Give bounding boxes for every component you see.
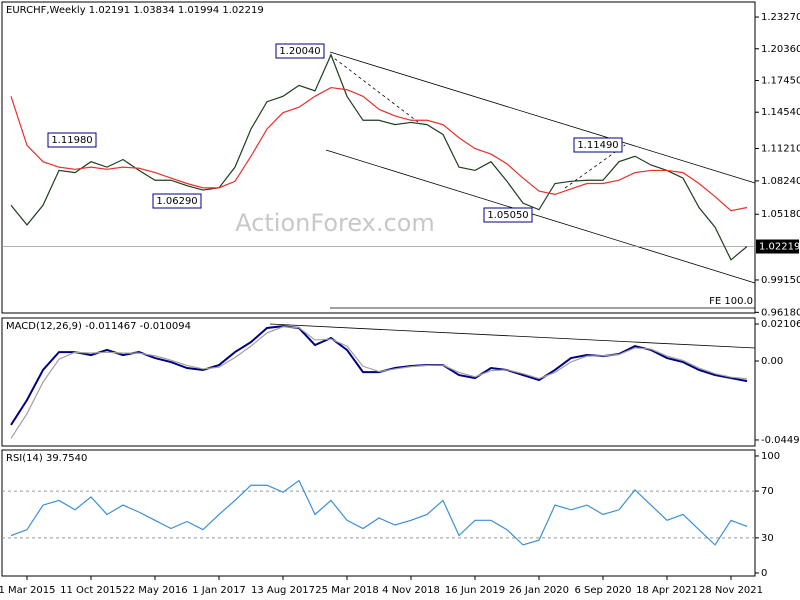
x-tick-label: 16 Jun 2019 (445, 585, 505, 596)
x-tick-label: 25 Mar 2018 (315, 585, 378, 596)
y-tick-label: 1.11210 (761, 144, 800, 155)
watermark: ActionForex.com (235, 209, 435, 237)
y-tick-label: 0.96180 (761, 307, 800, 318)
macd-trend-line (269, 323, 756, 349)
annotation-box (573, 137, 623, 153)
x-tick-label: 13 Aug 2017 (251, 585, 315, 596)
last-price-label: 1.02219 (759, 242, 800, 253)
y-tick-label: 0.99150 (761, 275, 800, 286)
x-tick-label: 18 Apr 2021 (636, 585, 698, 596)
x-tick-label: 6 Sep 2020 (574, 585, 631, 596)
annotation: 1.11980 (51, 135, 92, 146)
x-tick-label: 28 Nov 2021 (699, 585, 763, 596)
annotation-box (483, 207, 533, 223)
rsi-title: RSI(14) 39.7540 (6, 453, 87, 464)
y-tick-label: 0.021063 (761, 319, 800, 330)
x-tick-label: 26 Jan 2020 (509, 585, 569, 596)
annotation-box (275, 43, 325, 59)
fib-line (329, 54, 419, 123)
price-pane (1, 1, 756, 314)
y-tick-label: 0 (761, 568, 767, 579)
annotation: 1.06290 (156, 196, 197, 207)
y-tick-label: 1.17450 (761, 75, 800, 86)
annotation-box (152, 193, 202, 209)
x-tick-label: 4 Nov 2018 (382, 585, 440, 596)
annotation: 1.05050 (487, 210, 528, 221)
x-tick-label: 11 Oct 2015 (60, 585, 122, 596)
y-tick-label: 100 (761, 451, 780, 462)
annotation: 1.20040 (279, 46, 320, 57)
x-tick-label: 1 Jan 2017 (192, 585, 246, 596)
annotation: FE 100.0 (709, 296, 753, 307)
y-tick-label: 1.08240 (761, 176, 800, 187)
y-tick-label: 0.00 (761, 356, 783, 367)
channel-lower (325, 149, 756, 284)
y-tick-label: 70 (761, 486, 774, 497)
annotation: 1.11490 (577, 140, 618, 151)
y-tick-label: -0.044965 (761, 435, 800, 446)
macd-title: MACD(12,26,9) -0.011467 -0.010094 (6, 321, 191, 332)
series-line (10, 326, 748, 439)
y-tick-label: 1.14540 (761, 107, 800, 118)
y-tick-label: 30 (761, 533, 774, 544)
x-tick-label: 1 Mar 2015 (0, 585, 56, 596)
series-line (10, 86, 748, 212)
y-tick-label: 1.20360 (761, 44, 800, 55)
macd-pane (1, 317, 756, 447)
price-title: EURCHF,Weekly 1.02191 1.03834 1.01994 1.… (6, 5, 264, 16)
x-tick-label: 22 May 2016 (122, 585, 187, 596)
channel-upper (329, 51, 756, 184)
series-line (10, 479, 748, 546)
y-tick-label: 1.05180 (761, 209, 800, 220)
rsi-pane (1, 449, 756, 577)
series-line (10, 53, 748, 261)
annotation-box (47, 132, 97, 148)
y-tick-label: 1.23270 (761, 12, 800, 23)
last-price-tag (756, 239, 799, 254)
